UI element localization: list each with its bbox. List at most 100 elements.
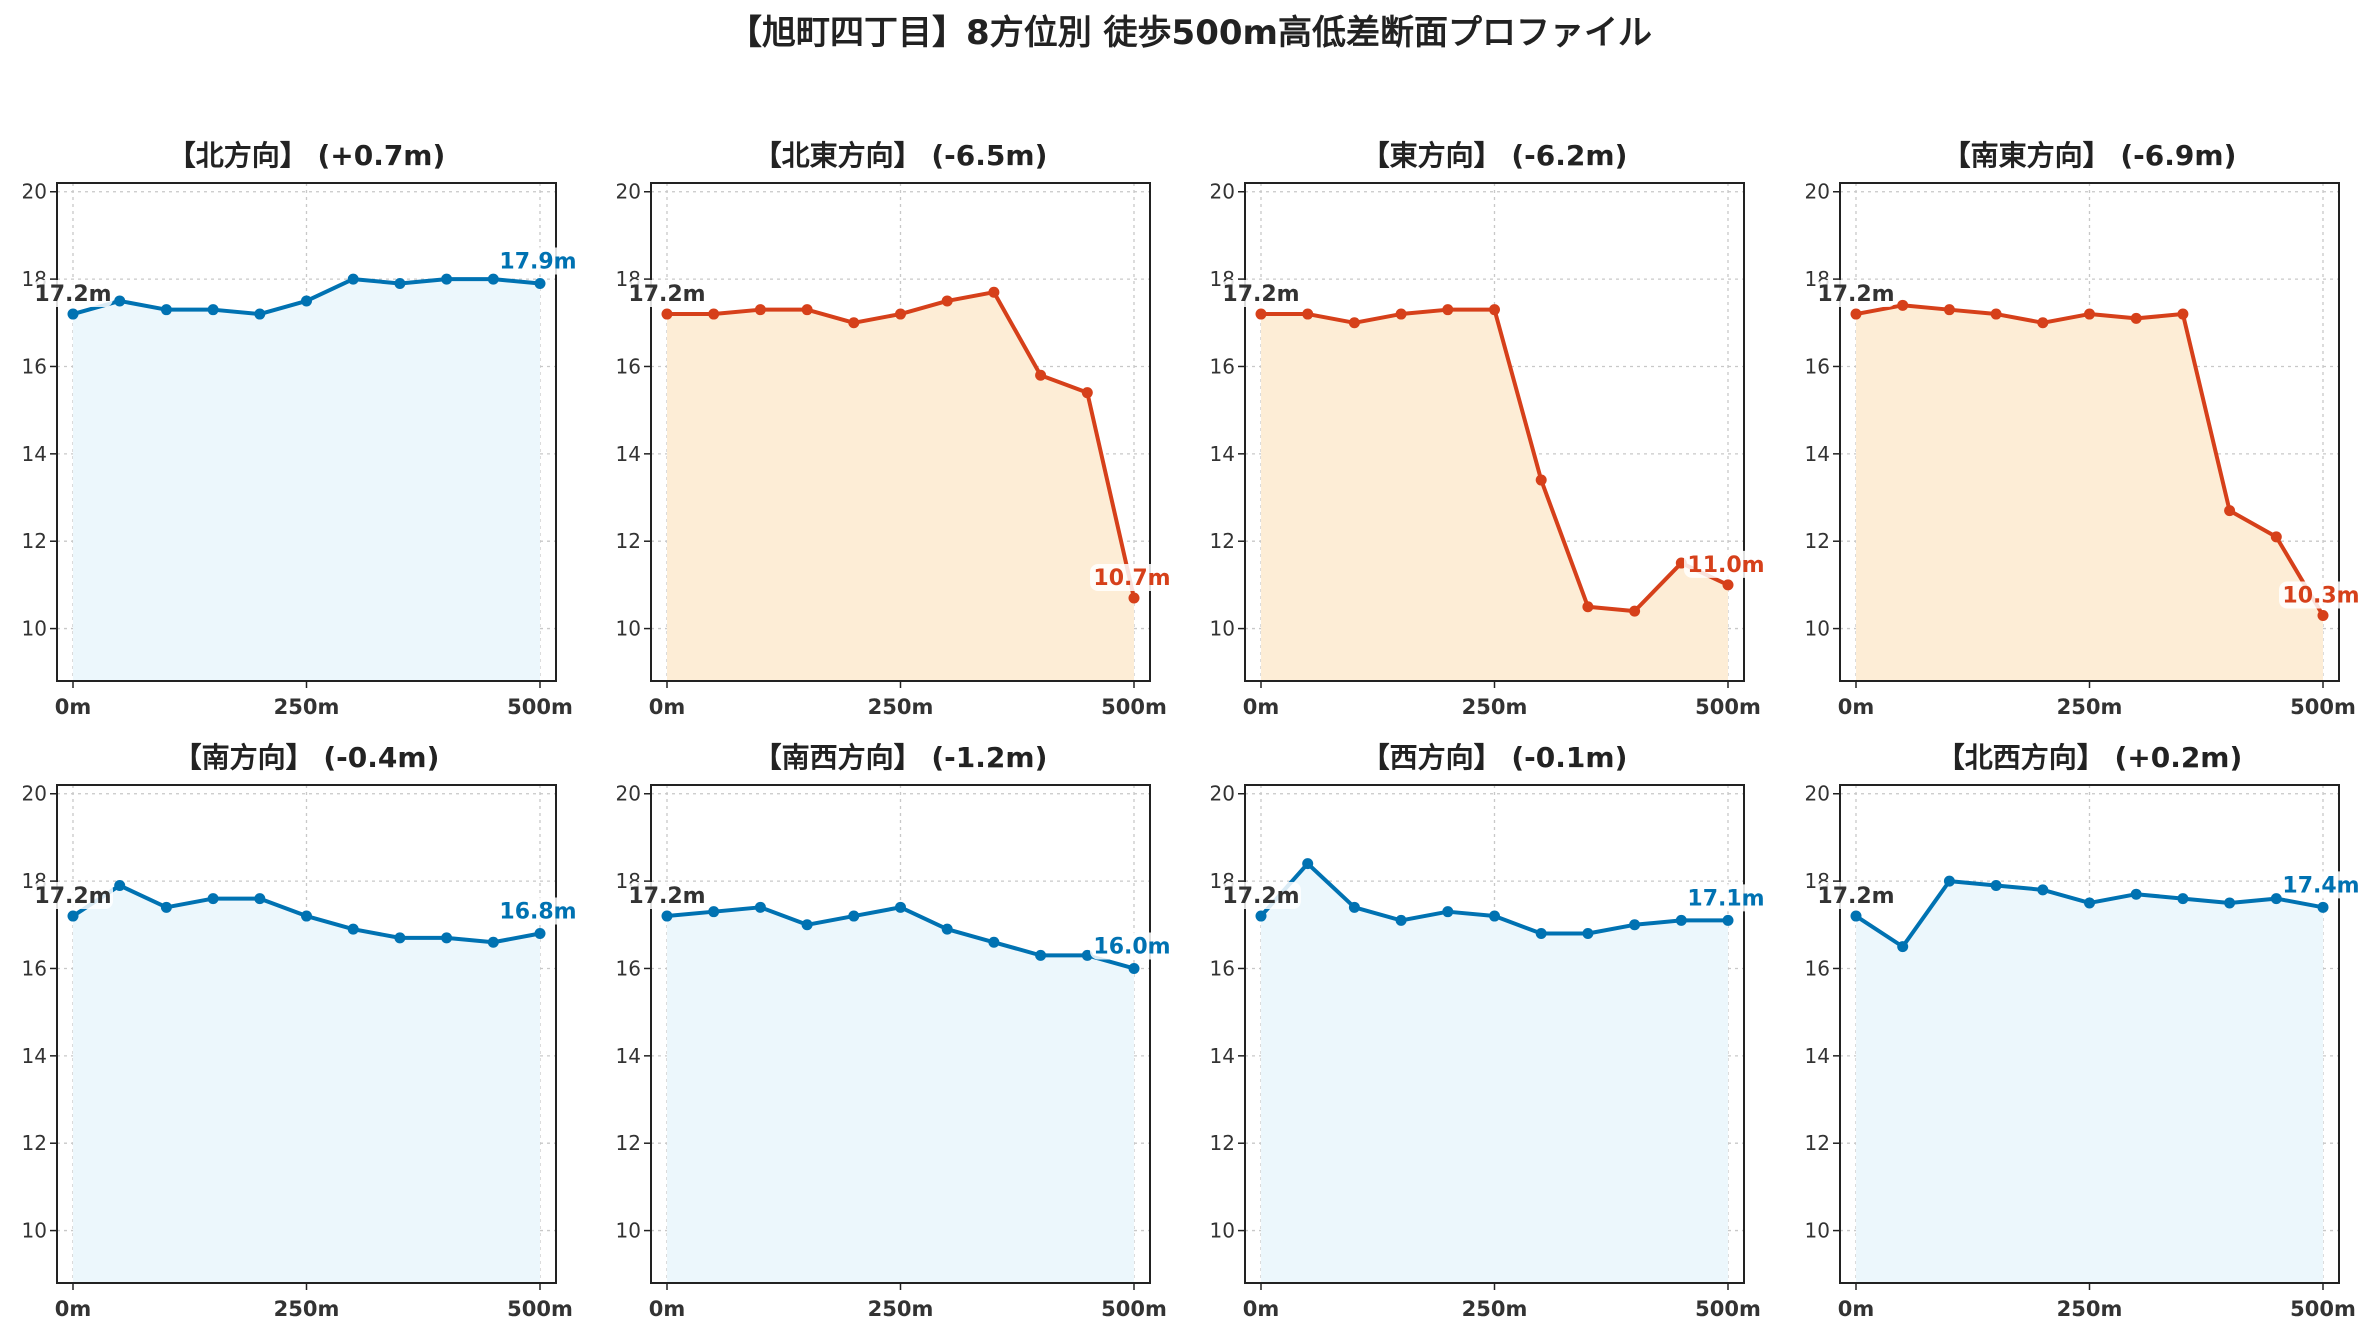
data-point: [160, 901, 172, 913]
y-tick-label: 14: [1805, 1044, 1830, 1068]
data-point: [1255, 308, 1267, 320]
data-point: [1489, 910, 1500, 922]
x-tick-label: 0m: [55, 695, 92, 719]
end-label: 11.0m: [1687, 553, 1764, 578]
data-point: [1675, 914, 1687, 926]
end-label: 17.1m: [1687, 886, 1764, 911]
data-point: [394, 277, 406, 289]
area-fill: [1856, 305, 2323, 681]
data-point: [941, 295, 953, 307]
panel-title: 【西方向】 (-0.1m): [1362, 741, 1628, 774]
data-point: [254, 308, 266, 320]
data-point: [2270, 893, 2282, 905]
data-point: [2130, 888, 2142, 900]
y-tick-label: 20: [22, 782, 47, 806]
data-point: [1348, 901, 1360, 913]
end-label-bg: [1684, 884, 1768, 912]
data-point: [347, 923, 359, 935]
data-point: [1302, 308, 1314, 320]
data-point: [301, 910, 312, 922]
start-label-bg: [33, 882, 113, 910]
start-label: 17.2m: [34, 884, 111, 909]
data-point: [1897, 299, 1909, 311]
data-point: [2270, 531, 2282, 543]
data-point: [801, 919, 813, 931]
y-tick-label: 16: [1210, 956, 1235, 980]
y-tick-label: 20: [1210, 180, 1235, 204]
data-point: [114, 879, 126, 891]
x-tick-label: 500m: [1695, 695, 1761, 719]
y-tick-label: 12: [616, 1131, 641, 1155]
data-point: [2037, 317, 2049, 329]
area-fill: [667, 292, 1134, 681]
x-tick-label: 250m: [274, 695, 340, 719]
x-tick-label: 0m: [1243, 695, 1280, 719]
y-tick-label: 20: [1210, 782, 1235, 806]
data-point: [301, 295, 312, 307]
data-point: [2224, 505, 2236, 517]
data-point: [2084, 308, 2095, 320]
x-tick-label: 250m: [868, 1297, 934, 1321]
data-point: [1582, 928, 1594, 940]
y-tick-label: 12: [616, 529, 641, 553]
data-point: [2084, 897, 2095, 909]
x-tick-label: 500m: [507, 1297, 573, 1321]
end-label: 16.0m: [1093, 934, 1170, 959]
x-tick-label: 250m: [2057, 695, 2123, 719]
x-tick-label: 0m: [649, 695, 686, 719]
data-point: [254, 893, 266, 905]
data-point: [1535, 928, 1547, 940]
figure-title: 【旭町四丁目】8方位別 徒歩500m高低差断面プロファイル: [728, 13, 1652, 53]
x-tick-label: 0m: [1243, 1297, 1280, 1321]
x-tick-label: 250m: [1462, 695, 1528, 719]
x-tick-label: 500m: [2290, 695, 2356, 719]
data-point: [661, 910, 673, 922]
start-label: 17.2m: [628, 282, 705, 307]
y-tick-label: 14: [1210, 442, 1235, 466]
start-label-bg: [33, 280, 113, 308]
y-tick-label: 14: [22, 442, 47, 466]
y-tick-label: 16: [22, 354, 47, 378]
x-tick-label: 500m: [1101, 1297, 1167, 1321]
data-point: [661, 308, 673, 320]
y-tick-label: 20: [616, 782, 641, 806]
x-tick-label: 250m: [868, 695, 934, 719]
data-point: [534, 928, 546, 940]
panel-title: 【東方向】 (-6.2m): [1362, 139, 1628, 172]
data-point: [1850, 910, 1862, 922]
data-point: [708, 906, 720, 918]
data-point: [67, 910, 79, 922]
y-tick-label: 12: [22, 1131, 47, 1155]
end-label-bg: [2279, 581, 2363, 609]
data-point: [1348, 317, 1360, 329]
start-label: 17.2m: [1222, 884, 1299, 909]
data-point: [207, 893, 219, 905]
data-point: [1990, 879, 2002, 891]
data-point: [2177, 308, 2189, 320]
area-fill: [73, 279, 540, 681]
y-tick-label: 20: [616, 180, 641, 204]
area-fill: [1856, 881, 2323, 1283]
panel-title: 【南東方向】 (-6.9m): [1943, 139, 2237, 172]
y-tick-label: 20: [22, 180, 47, 204]
panel-title: 【南方向】 (-0.4m): [174, 741, 440, 774]
start-label: 17.2m: [628, 884, 705, 909]
start-label-bg: [1816, 882, 1896, 910]
data-point: [1255, 910, 1267, 922]
start-label-bg: [1816, 280, 1896, 308]
data-point: [895, 901, 906, 913]
x-tick-label: 500m: [507, 695, 573, 719]
data-point: [941, 923, 953, 935]
end-label-bg: [1684, 550, 1768, 578]
x-tick-label: 250m: [1462, 1297, 1528, 1321]
data-point: [441, 273, 453, 285]
